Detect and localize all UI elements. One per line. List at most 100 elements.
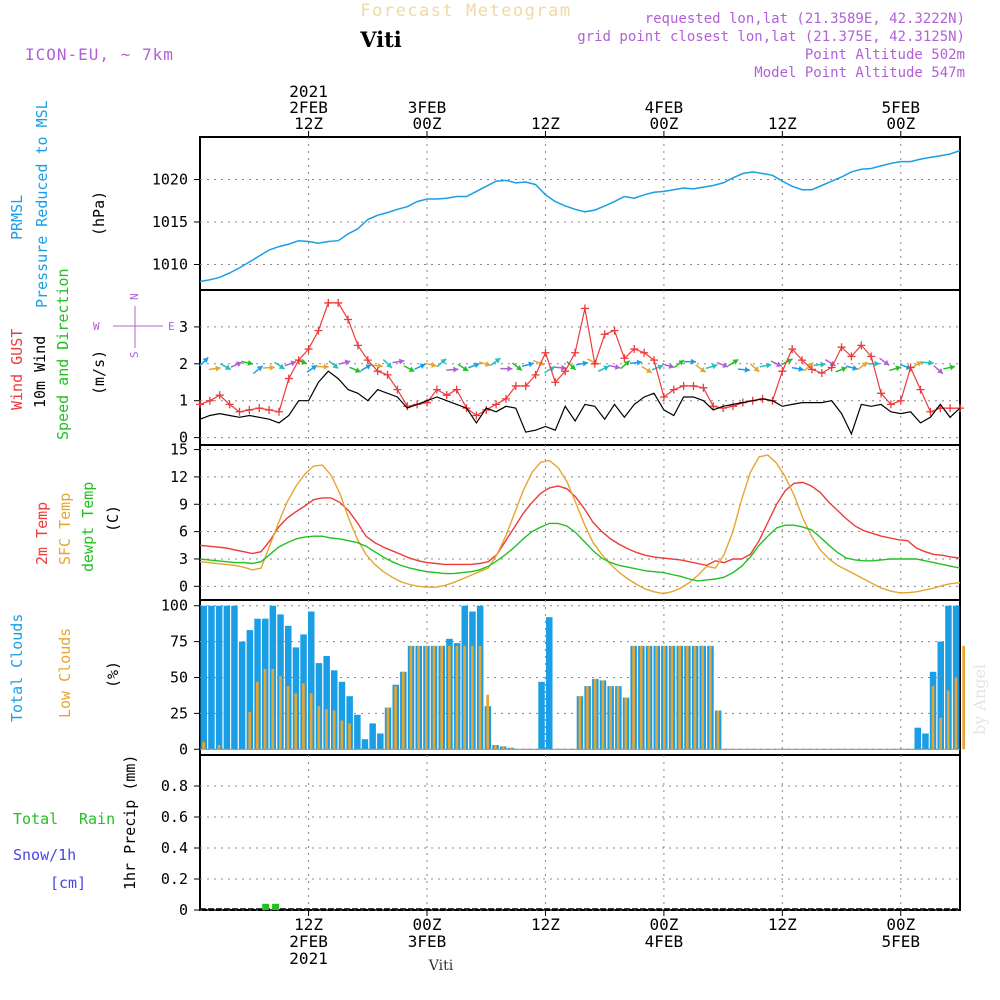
precip-total-label: Total (13, 810, 58, 828)
wind-direction-arrow (781, 358, 793, 366)
panel-frame-pressure (199, 136, 961, 291)
wind-gust-marker (373, 367, 382, 376)
pressure-line (199, 149, 961, 283)
total-cloud-bar (223, 605, 231, 750)
total-cloud-bar (361, 739, 369, 750)
wind-arrow-head (202, 357, 209, 364)
ytick-label-clouds: 100 (161, 597, 188, 615)
wind-arrow-head (678, 360, 684, 366)
wind-arrow-head (852, 365, 858, 371)
wind-arrow-head (311, 365, 317, 371)
bottom-time-label: 12Z (531, 915, 560, 934)
wind-gust-marker (896, 396, 905, 405)
low-cloud-bar (248, 711, 252, 750)
wind-direction-arrow (554, 364, 567, 371)
wind-gust-marker (225, 400, 234, 409)
wind-gust-marker (432, 385, 441, 394)
wind-direction-arrow (414, 363, 426, 370)
wind-direction-arrow (673, 359, 685, 368)
wind-arrow-head (453, 366, 459, 373)
low-cloud-bar (424, 645, 428, 750)
wind-gust-marker (274, 407, 283, 416)
low-cloud-bar (494, 745, 497, 750)
top-time-label: 5FEB (882, 98, 921, 117)
wind-gust-marker (501, 394, 510, 403)
wind-direction-arrow (889, 365, 902, 372)
wind-gust-marker (383, 370, 392, 379)
wind-arrow-head (732, 359, 739, 365)
point-altitude: Point Altitude 502m (805, 47, 965, 63)
low-cloud-bar (340, 720, 344, 750)
low-cloud-bar (478, 645, 482, 750)
wind-arrow-head (215, 365, 221, 372)
wind-gust-marker (255, 404, 264, 413)
bottom-time-label: 00Z (413, 915, 442, 934)
bottom-time-label: 2021 (289, 949, 328, 968)
wind-arrow-head (623, 360, 630, 367)
bottom-time-label: 4FEB (645, 932, 684, 951)
pressure-unit: (hPa) (90, 191, 108, 236)
wind-direction-arrow (500, 365, 513, 372)
ytick-label-temperature: 6 (179, 523, 188, 541)
wind-direction-arrow (468, 362, 480, 369)
wind-gust-marker (363, 356, 372, 365)
low-cloud-bar (586, 686, 589, 750)
wind-direction-arrow (943, 364, 956, 371)
wind-unit: (m/s) (90, 350, 108, 395)
wind-arrow-head (344, 359, 351, 366)
wind-arrow-head (744, 366, 750, 373)
bottom-time-label: 00Z (886, 915, 915, 934)
wind-gust-marker (423, 398, 432, 407)
wind-direction-arrow (933, 365, 944, 375)
wind-direction-arrow (262, 364, 275, 371)
low-cloud-bar (678, 645, 681, 750)
wind-arrow-head (516, 364, 522, 371)
chart-title: Forecast Meteogram (360, 1, 571, 21)
wind-direction-arrow (522, 361, 534, 368)
wind-gust-marker (847, 352, 856, 361)
low-cloud-bar (486, 694, 489, 750)
low-cloud-bar (954, 677, 958, 750)
low-cloud-bar (217, 745, 221, 750)
wind-direction-arrow (512, 362, 523, 371)
low-cloud-bar (501, 746, 505, 750)
wind-direction-arrow (436, 358, 447, 368)
wind-arrow-head (603, 365, 609, 371)
wind-direction-arrow (274, 361, 285, 370)
wind-gust-marker (620, 354, 629, 363)
pressure-label-1: PRMSL (8, 195, 26, 240)
wind-gust-marker (492, 400, 501, 409)
top-time-label: 3FEB (408, 98, 447, 117)
temp-sfc-line (199, 454, 961, 595)
top-time-label: 2021 (289, 82, 328, 101)
wind-direction-arrow (705, 363, 718, 370)
wind-direction-arrow (403, 365, 415, 373)
total-cloud-bar (208, 605, 215, 750)
panel-frame-temperature (199, 444, 961, 601)
low-cloud-bar (709, 645, 712, 750)
low-cloud-bar (593, 678, 597, 750)
compass-n: N (128, 293, 141, 300)
total-clouds-label: Total Clouds (8, 614, 26, 722)
wind-arrow-head (820, 361, 826, 368)
wind-gust-marker (472, 411, 481, 420)
low-cloud-bar (325, 709, 328, 750)
ytick-label-precip: 0 (179, 901, 188, 919)
compass-s: S (128, 351, 141, 358)
wind-gust-marker (541, 348, 550, 357)
wind-arrow-head (582, 360, 588, 367)
low-cloud-bar (463, 645, 466, 750)
wind-arrow-head (711, 363, 718, 370)
wind-arrow-head (766, 362, 772, 369)
total-cloud-bar (538, 681, 545, 750)
wind-gust-marker (788, 345, 797, 354)
low-cloud-bar (271, 668, 275, 750)
ytick-label-temperature: 9 (179, 495, 188, 513)
total-cloud-bar (945, 605, 952, 750)
wind-gust-marker (215, 391, 224, 400)
low-cloud-bar (624, 697, 628, 750)
wind-arrow-head (269, 364, 275, 371)
wind-gust-marker (344, 315, 353, 324)
wind-gust-marker (284, 374, 293, 383)
